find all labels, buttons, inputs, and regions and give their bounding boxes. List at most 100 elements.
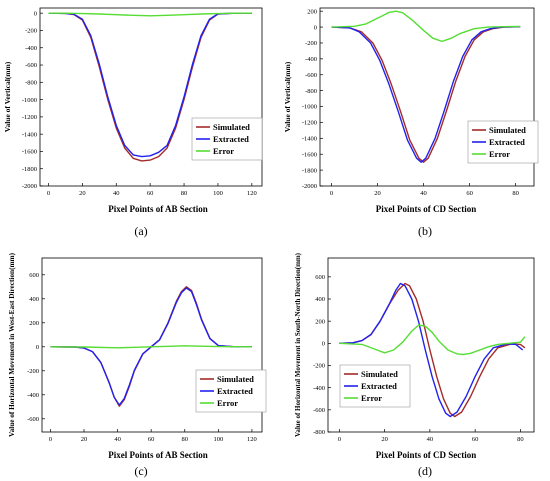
- y-tick-label: -600: [313, 407, 325, 414]
- y-tick-label: -400: [27, 392, 39, 399]
- y-tick-label: 200: [315, 318, 325, 325]
- x-tick-label: 20: [381, 436, 388, 443]
- y-tick-label: 0: [34, 10, 37, 17]
- plot-frame: [327, 257, 535, 433]
- x-tick-label: 20: [374, 190, 381, 197]
- plot-frame: [319, 7, 535, 187]
- x-tick-label: 80: [517, 436, 524, 443]
- legend: Simulated Extracted Error: [339, 364, 411, 408]
- x-tick-label: 60: [147, 190, 154, 197]
- y-tick-label: -1200: [22, 114, 37, 121]
- y-tick-label: -200: [305, 40, 317, 47]
- y-tick-label: -600: [25, 62, 37, 69]
- x-tick-label: 80: [512, 190, 519, 197]
- x-tick-label: 0: [47, 190, 50, 197]
- x-tick-label: 20: [81, 436, 88, 443]
- series-line-error: [339, 324, 526, 356]
- y-tick-label: 200: [29, 320, 39, 327]
- y-tick-label: -200: [313, 363, 325, 370]
- y-axis-label: Value of Horizontal Movement in West-Eas…: [7, 253, 16, 437]
- legend-label-extracted: Extracted: [489, 137, 525, 147]
- x-axis-label: Pixel Points of CD Section: [376, 450, 477, 460]
- x-tick-label: 120: [247, 190, 257, 197]
- y-tick-label: 600: [315, 274, 325, 281]
- panel-b: 0 20 40 60 80 200 0 -200 -400 -600 -800 -1000 -1200 -…: [283, 7, 539, 214]
- x-tick-label: 0: [338, 436, 341, 443]
- caption-b: (b): [418, 224, 432, 238]
- plot-frame: [39, 7, 263, 187]
- legend-label-simulated: Simulated: [213, 122, 250, 132]
- y-tick-label: -400: [313, 385, 325, 392]
- y-axis-label: Value of Vertical(mm): [283, 61, 292, 132]
- y-tick-label: -800: [25, 80, 37, 87]
- x-axis-label: Pixel Points of AB Section: [108, 450, 208, 460]
- y-tick-label: -200: [27, 368, 39, 375]
- y-tick-label: -400: [25, 45, 37, 52]
- x-tick-label: 60: [466, 190, 473, 197]
- y-tick-label: 0: [36, 344, 39, 351]
- y-tick-label: -1200: [302, 120, 317, 127]
- legend-label-simulated: Simulated: [217, 374, 254, 384]
- legend: Simulated Extracted Error: [467, 120, 539, 164]
- y-tick-label: -200: [25, 28, 37, 35]
- x-tick-label: 100: [213, 436, 223, 443]
- legend-label-extracted: Extracted: [361, 381, 397, 391]
- series-line-extracted: [48, 12, 252, 158]
- x-tick-label: 0: [330, 190, 333, 197]
- x-tick-label: 40: [114, 436, 121, 443]
- y-tick-label: -800: [313, 429, 325, 436]
- x-tick-label: 60: [148, 436, 155, 443]
- x-axis-label: Pixel Points of AB Section: [108, 204, 208, 214]
- legend-label-error: Error: [361, 393, 382, 403]
- series-line-error: [331, 10, 521, 43]
- series-line-extracted: [331, 26, 521, 163]
- x-tick-label: 40: [113, 190, 120, 197]
- legend-label-extracted: Extracted: [217, 386, 253, 396]
- plot-frame: [41, 257, 263, 433]
- panel-c: 0 20 40 60 80 100 120 600 400 200 0 -200 -400 -600 Pix…: [7, 253, 267, 460]
- x-tick-label: 60: [472, 436, 479, 443]
- legend-label-simulated: Simulated: [489, 125, 526, 135]
- x-tick-label: 40: [427, 436, 434, 443]
- y-axis-label: Value of Horizontal Movement in South-No…: [293, 253, 302, 437]
- y-tick-label: 0: [322, 341, 325, 348]
- series-line-error: [48, 12, 252, 17]
- y-tick-label: 200: [307, 8, 317, 15]
- y-tick-label: -800: [305, 88, 317, 95]
- legend-label-simulated: Simulated: [361, 369, 398, 379]
- y-tick-label: -600: [27, 416, 39, 423]
- y-tick-label: -1000: [302, 104, 317, 111]
- legend-label-error: Error: [213, 146, 234, 156]
- y-tick-label: -1800: [302, 167, 317, 174]
- series-line-error: [50, 345, 252, 349]
- y-tick-label: -1600: [302, 151, 317, 158]
- legend: Simulated Extracted Error: [191, 117, 263, 161]
- x-tick-label: 80: [181, 190, 188, 197]
- y-tick-label: -1600: [22, 149, 37, 156]
- y-axis-label: Value of Vertical(mm): [3, 61, 12, 132]
- x-tick-label: 0: [49, 436, 52, 443]
- series-line-extracted: [339, 282, 524, 418]
- y-tick-label: -1400: [302, 136, 317, 143]
- caption-a: (a): [134, 224, 147, 238]
- y-tick-label: -1800: [22, 166, 37, 173]
- panel-a: 0 20 40 60 80 100 120 0 -200 -400 -600 -800 -1000 -12…: [3, 7, 263, 214]
- x-tick-label: 80: [181, 436, 188, 443]
- series-line-simulated: [331, 26, 521, 163]
- y-tick-label: 600: [29, 272, 39, 279]
- legend-label-extracted: Extracted: [213, 134, 249, 144]
- x-tick-label: 120: [247, 436, 257, 443]
- x-tick-label: 100: [213, 190, 223, 197]
- caption-d: (d): [418, 464, 432, 478]
- panel-d: 0 20 40 60 80 600 400 200 0 -200 -400 -600 -800 Pixel…: [293, 253, 535, 460]
- x-axis-label: Pixel Points of CD Section: [376, 204, 477, 214]
- y-tick-label: -1400: [22, 131, 37, 138]
- y-tick-label: -400: [305, 56, 317, 63]
- y-tick-label: -600: [305, 72, 317, 79]
- x-tick-label: 40: [420, 190, 427, 197]
- y-tick-label: -2000: [302, 183, 317, 190]
- legend-label-error: Error: [217, 398, 238, 408]
- legend-box: [339, 364, 411, 408]
- legend-label-error: Error: [489, 149, 510, 159]
